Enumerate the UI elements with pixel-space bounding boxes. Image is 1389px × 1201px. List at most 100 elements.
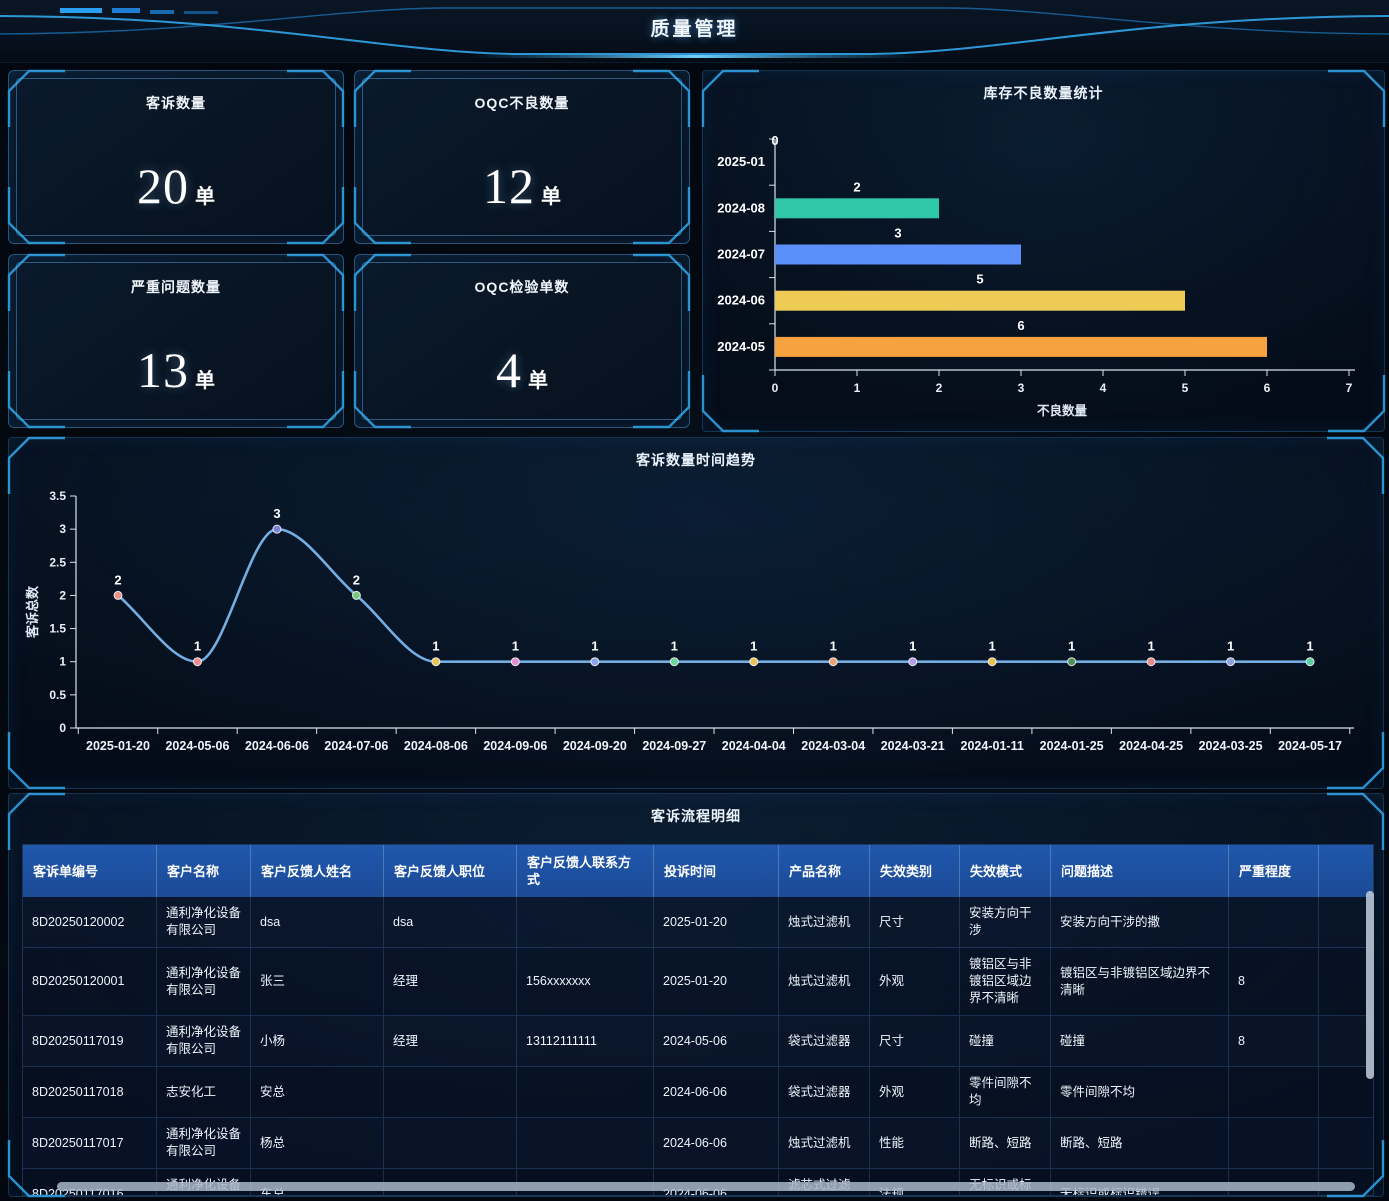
table-cell xyxy=(384,1118,517,1168)
column-header: 问题描述 xyxy=(1051,845,1229,897)
table-cell: 性能 xyxy=(870,1118,960,1168)
table-cell xyxy=(384,1067,517,1117)
svg-text:2024-06: 2024-06 xyxy=(717,293,765,308)
table-cell: 断路、短路 xyxy=(1051,1118,1229,1168)
svg-text:1: 1 xyxy=(1227,639,1234,654)
svg-text:1: 1 xyxy=(1306,639,1313,654)
svg-text:2024-05-06: 2024-05-06 xyxy=(165,739,229,753)
svg-text:4: 4 xyxy=(1100,381,1107,395)
table-cell: 碰撞 xyxy=(960,1016,1051,1066)
svg-text:3: 3 xyxy=(894,226,901,241)
table-row[interactable]: 8D20250120002 通利净化设备有限公司 dsa dsa 2025-01-20 烛… xyxy=(23,897,1373,948)
column-header: 客诉单编号 xyxy=(23,845,157,897)
stat-card-complaints: 客诉数量 20 单 xyxy=(7,69,345,245)
table-cell: 通利净化设备有限公司 xyxy=(157,897,251,947)
table-row[interactable]: 8D20250117017 通利净化设备有限公司 杨总 2024-06-06 烛式过滤机… xyxy=(23,1118,1373,1169)
svg-text:0: 0 xyxy=(772,381,779,395)
table-row[interactable]: 8D20250120001 通利净化设备有限公司 张三 经理 156xxxxxxx 202… xyxy=(23,948,1373,1016)
svg-text:2024-04-25: 2024-04-25 xyxy=(1119,739,1183,753)
table-cell xyxy=(1319,1118,1367,1168)
table-cell: 尺寸 xyxy=(870,1016,960,1066)
table-cell: 杨总 xyxy=(251,1118,384,1168)
svg-text:1: 1 xyxy=(830,639,837,654)
complaint-trend-line-chart[interactable]: 0 0.5 1 1.5 2 2.5 3 3.5 2 2025-01-20 1 2024-05-06 3 2… xyxy=(9,438,1383,788)
table-cell: 碰撞 xyxy=(1051,1016,1229,1066)
svg-text:1: 1 xyxy=(1147,639,1154,654)
svg-text:2.5: 2.5 xyxy=(49,555,66,569)
horizontal-scrollbar-thumb[interactable] xyxy=(57,1182,1355,1191)
title-banner: 质量管理 xyxy=(0,0,1389,63)
column-header: 严重程度 xyxy=(1229,845,1319,897)
svg-text:1: 1 xyxy=(432,639,439,654)
table-cell: 通利净化设备有限公司 xyxy=(157,1118,251,1168)
svg-text:不良数量: 不良数量 xyxy=(1037,403,1088,418)
svg-text:2024-05: 2024-05 xyxy=(717,339,765,354)
svg-text:2024-08: 2024-08 xyxy=(717,200,765,215)
table-cell: 断路、短路 xyxy=(960,1118,1051,1168)
svg-text:2025-01: 2025-01 xyxy=(717,154,765,169)
complaint-detail-table-panel: 客诉流程明细 客诉单编号 客户名称 客户反馈人姓名 客户反馈人职位 客户反馈人联系方式投… xyxy=(7,792,1385,1198)
stat-card-oqc-defects: OQC不良数量 12 单 xyxy=(353,69,691,245)
table-cell: 8D20250117018 xyxy=(23,1067,157,1117)
svg-text:1: 1 xyxy=(591,639,598,654)
svg-text:1: 1 xyxy=(59,655,66,669)
inventory-defect-bar-chart[interactable]: 0 1 2 3 4 5 6 7 2025-01 0 2024-08 2 2024-07 3 2024-06 5… xyxy=(703,71,1384,431)
column-header: 客户反馈人联系方式 xyxy=(517,845,654,897)
table-cell: 安装方向干涉的撒 xyxy=(1051,897,1229,947)
stat-card-value: 20 单 xyxy=(137,158,215,214)
svg-text:3: 3 xyxy=(273,506,280,521)
table-cell: dsa xyxy=(384,897,517,947)
svg-text:2024-08-06: 2024-08-06 xyxy=(404,739,468,753)
column-header: 失效类别 xyxy=(870,845,960,897)
svg-text:3: 3 xyxy=(59,522,66,536)
stat-card-value: 12 单 xyxy=(483,158,561,214)
table-row[interactable]: 8D20250117018 志安化工 安总 2024-06-06 袋式过滤器 外观 零件间隙… xyxy=(23,1067,1373,1118)
table-cell: 烛式过滤机 xyxy=(779,948,870,1015)
bar-chart-title: 库存不良数量统计 xyxy=(983,85,1104,101)
table-cell: 2024-05-06 xyxy=(654,1016,779,1066)
svg-text:1: 1 xyxy=(1068,639,1075,654)
table-cell: 8D20250117017 xyxy=(23,1118,157,1168)
table-cell xyxy=(1319,948,1367,1015)
table-cell: 8D20250117019 xyxy=(23,1016,157,1066)
stat-cards: 客诉数量 20 单 OQC不良数量 12 单 严重问题数量 13 单 OQC检验单数 … xyxy=(7,69,691,429)
svg-text:1.5: 1.5 xyxy=(49,622,66,636)
svg-text:2024-03-21: 2024-03-21 xyxy=(881,739,945,753)
table-cell xyxy=(1319,1016,1367,1066)
svg-text:2024-03-25: 2024-03-25 xyxy=(1199,739,1263,753)
svg-text:2024-03-04: 2024-03-04 xyxy=(801,739,865,753)
table-cell: 外观 xyxy=(870,948,960,1015)
line-chart-title: 客诉数量时间趋势 xyxy=(636,452,756,468)
table-cell xyxy=(1319,1067,1367,1117)
table-cell: 通利净化设备有限公司 xyxy=(157,948,251,1015)
table-cell: 尺寸 xyxy=(870,897,960,947)
column-header xyxy=(1319,845,1367,897)
table-cell xyxy=(1229,1067,1319,1117)
svg-text:1: 1 xyxy=(671,639,678,654)
table-cell: 张三 xyxy=(251,948,384,1015)
svg-text:7: 7 xyxy=(1346,381,1353,395)
table-cell: 镀铝区与非镀铝区域边界不清晰 xyxy=(960,948,1051,1015)
table-cell: 志安化工 xyxy=(157,1067,251,1117)
svg-text:2025-01-20: 2025-01-20 xyxy=(86,739,150,753)
svg-text:2024-01-25: 2024-01-25 xyxy=(1040,739,1104,753)
page-title: 质量管理 xyxy=(650,19,739,40)
table-cell: 经理 xyxy=(384,948,517,1015)
table-cell: 2024-06-06 xyxy=(654,1067,779,1117)
table-cell: 8 xyxy=(1229,1016,1319,1066)
column-header: 客户反馈人姓名 xyxy=(251,845,384,897)
svg-text:2: 2 xyxy=(59,588,66,602)
table-cell: 156xxxxxxx xyxy=(517,948,654,1015)
stat-card-label: OQC不良数量 xyxy=(474,95,570,111)
svg-text:1: 1 xyxy=(512,639,519,654)
table-row[interactable]: 8D20250117019 通利净化设备有限公司 小杨 经理 13112111111 20… xyxy=(23,1016,1373,1067)
table-cell xyxy=(1319,897,1367,947)
vertical-scrollbar-thumb[interactable] xyxy=(1366,891,1374,1079)
column-header: 产品名称 xyxy=(779,845,870,897)
svg-text:6: 6 xyxy=(1017,318,1024,333)
table-title: 客诉流程明细 xyxy=(651,808,741,824)
svg-text:1: 1 xyxy=(750,639,757,654)
svg-text:2024-07: 2024-07 xyxy=(717,247,765,262)
